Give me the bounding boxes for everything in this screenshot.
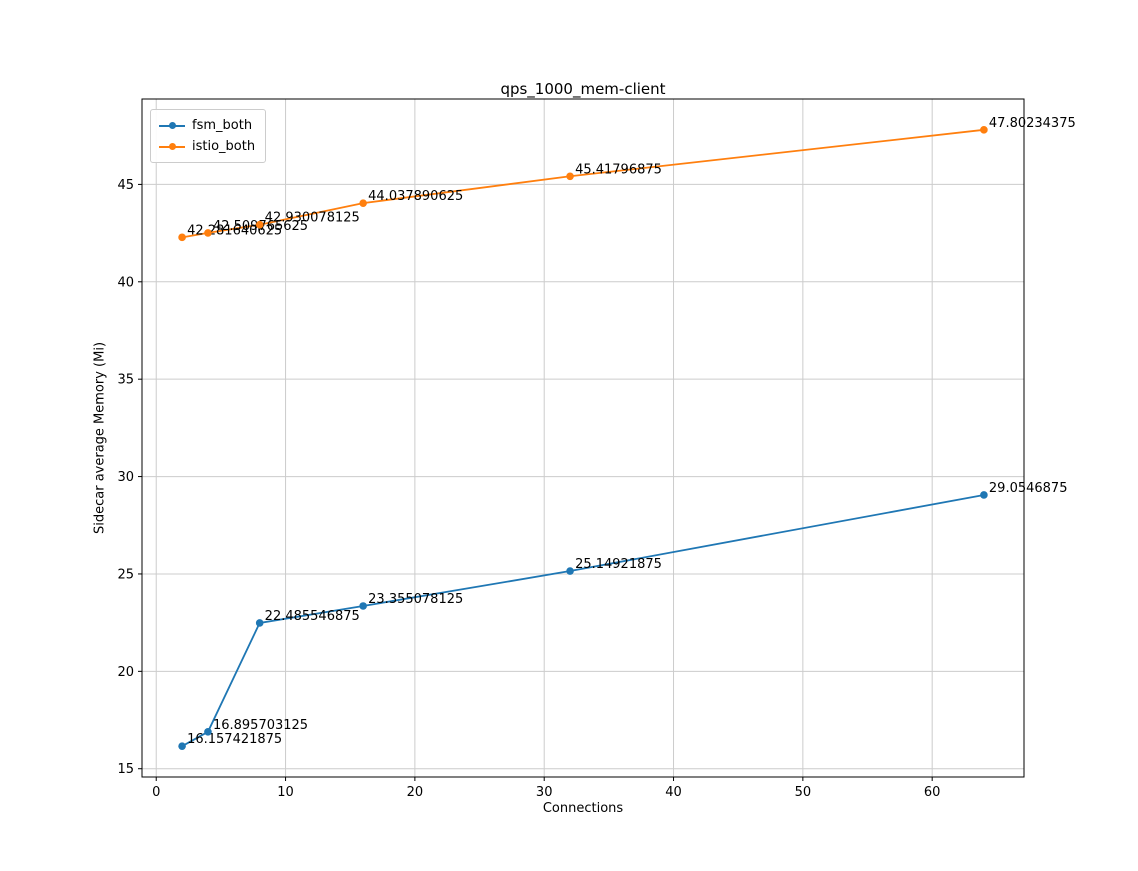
y-tick-label: 20 [117, 665, 134, 680]
legend-swatch-fsm-both-icon [159, 121, 185, 131]
point-label: 16.157421875 [187, 732, 282, 747]
y-tick-label: 25 [117, 567, 134, 582]
x-tick-label: 10 [277, 785, 294, 800]
series-line-fsm_both [181, 494, 985, 747]
data-point [204, 229, 212, 237]
axes-spines [141, 98, 1025, 778]
data-point [566, 172, 574, 181]
data-point [255, 619, 264, 627]
point-label: 45.41796875 [575, 162, 662, 177]
x-tick-label: 50 [795, 785, 812, 800]
x-axis-label: Connections [542, 801, 624, 816]
legend-swatch-istio-both-icon [159, 142, 185, 152]
chart-title: qps_1000_mem-client [500, 80, 666, 98]
x-tick-label: 40 [665, 785, 682, 800]
x-tick-label: 30 [536, 785, 553, 800]
data-point [255, 220, 264, 229]
point-label: 25.14921875 [575, 557, 662, 572]
x-tick-label: 0 [152, 785, 160, 800]
data-point [566, 567, 574, 575]
point-label: 16.895703125 [213, 718, 308, 733]
data-point [204, 727, 212, 736]
data-point [980, 491, 988, 499]
legend-label-fsm-both: fsm_both [192, 118, 253, 133]
y-tick-label: 40 [117, 275, 134, 290]
y-tick-label: 15 [117, 762, 134, 777]
point-label: 22.485546875 [265, 609, 360, 624]
y-tick-label: 45 [117, 178, 134, 193]
legend-item-fsm-both: fsm_both [159, 115, 255, 136]
y-axis-label: Sidecar average Memory (Mi) [92, 341, 108, 535]
legend-item-istio-both: istio_both [159, 136, 255, 157]
data-point [178, 233, 186, 242]
point-label: 42.930078125 [265, 211, 360, 226]
y-tick-label: 35 [117, 373, 134, 388]
point-label: 47.80234375 [989, 116, 1076, 131]
x-tick-label: 20 [407, 785, 424, 800]
legend-label-istio-both: istio_both [192, 139, 256, 154]
series-line-istio_both [181, 128, 985, 239]
data-point [178, 742, 186, 750]
point-label: 23.355078125 [368, 592, 463, 607]
point-label: 44.037890625 [368, 189, 463, 204]
x-tick-label: 60 [924, 785, 941, 800]
data-point [359, 199, 367, 207]
point-label: 29.0546875 [989, 481, 1068, 496]
data-point [359, 602, 367, 610]
y-tick-label: 30 [117, 470, 134, 485]
data-point [980, 126, 988, 134]
legend: fsm_both istio_both [150, 109, 267, 163]
